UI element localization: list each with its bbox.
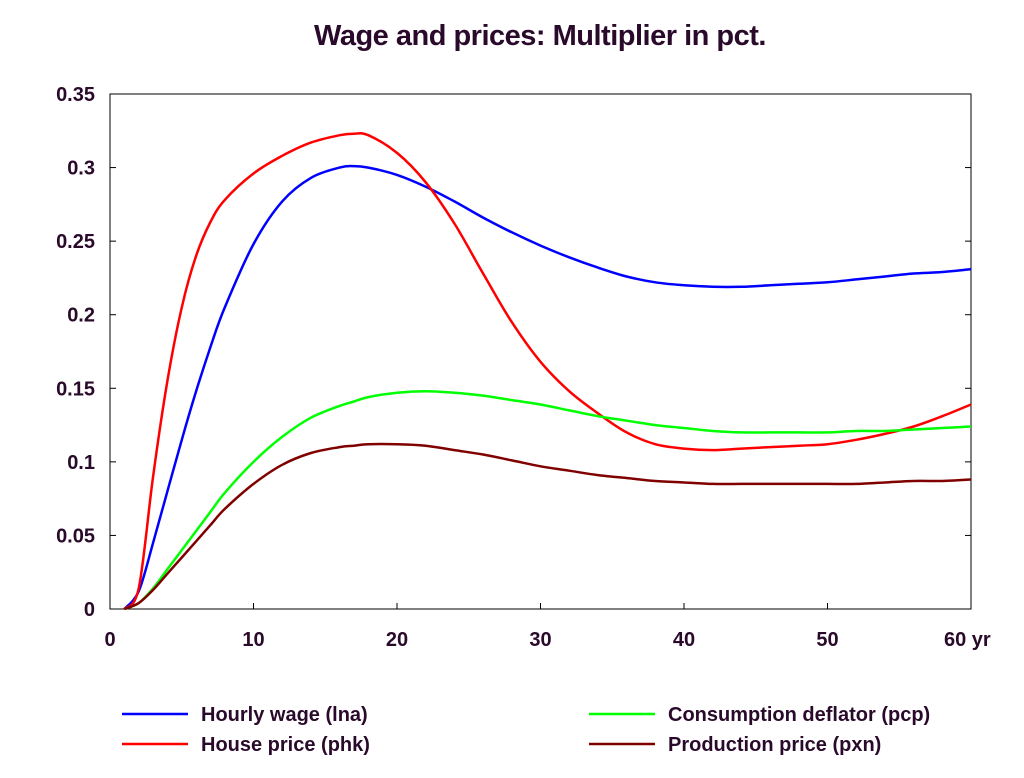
legend-label: House price (phk) [201,734,370,756]
y-tick-label: 0 [84,599,95,621]
series-line-2 [123,389,972,611]
legend-label: Hourly wage (lna) [201,704,368,726]
y-tick-label: 0.35 [56,84,95,106]
legend-item: House price (phk) [122,734,370,756]
y-tick-label: 0.05 [56,525,95,547]
series-lines [123,132,972,611]
x-tick-label: 20 [386,629,408,651]
legend-item: Consumption deflator (pcp) [589,704,930,726]
series-line-1 [123,132,972,610]
y-tick-label: 0.3 [67,158,95,180]
plot-area-border [109,93,972,610]
x-tick-label: 0 [104,629,115,651]
x-tick-label: 40 [673,629,695,651]
plot-frame [109,93,972,610]
y-tick-label: 0.15 [56,378,95,400]
series-line-0 [123,164,972,610]
x-tick-label: 10 [242,629,264,651]
x-tick-label: 60 yr [944,629,991,651]
chart-title: Wage and prices: Multiplier in pct. [314,20,766,52]
x-axis: 0 10 20 30 40 50 60 yr [104,603,991,651]
x-tick-label: 50 [816,629,838,651]
series-line-3 [123,442,972,611]
legend-item: Hourly wage (lna) [122,704,368,726]
legend: Hourly wage (lna) House price (phk) Consum… [122,704,930,756]
y-tick-label: 0.1 [67,452,95,474]
y-tick-label: 0.25 [56,231,95,253]
legend-item: Production price (pxn) [589,734,881,756]
x-tick-label: 30 [529,629,551,651]
y-tick-label: 0.2 [67,305,95,327]
legend-label: Consumption deflator (pcp) [668,704,930,726]
legend-label: Production price (pxn) [668,734,881,756]
y-axis: 0 0.05 0.1 0.15 0.2 0.25 0.3 0.35 [56,84,971,621]
